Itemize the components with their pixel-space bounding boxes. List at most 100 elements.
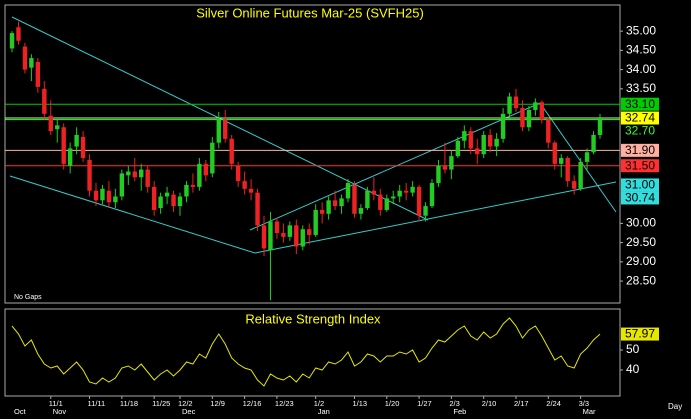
x-tick-label: 11/18 — [120, 399, 138, 408]
candle-body — [242, 181, 247, 189]
candle-body — [475, 148, 480, 155]
x-tick-label: 11/1 — [49, 399, 63, 408]
candle-body — [526, 109, 532, 128]
price-tag — [621, 191, 659, 205]
trend-line — [249, 102, 541, 231]
month-label: Dec — [182, 407, 196, 416]
candle-body — [378, 194, 383, 210]
price-tag-label: 32.70 — [625, 124, 655, 138]
candle-body — [151, 186, 157, 210]
price-tag — [621, 178, 659, 192]
candle-body — [423, 206, 428, 216]
month-label: Oct — [14, 407, 27, 416]
x-tick-label: 2/24 — [546, 399, 561, 408]
price-panel — [4, 4, 621, 304]
candle-body — [35, 61, 41, 87]
candle-body — [184, 184, 189, 197]
candle-body — [578, 161, 583, 189]
annotation: No Gaps — [14, 294, 42, 301]
rsi-tag-label: 57.97 — [625, 327, 655, 341]
month-label: Jan — [318, 407, 330, 416]
candle-body — [113, 196, 118, 203]
candle-body — [235, 165, 241, 182]
candle-body — [268, 221, 273, 251]
rsi-title: Relative Strength Index — [245, 311, 381, 326]
x-tick-label: 1/2 — [314, 399, 324, 408]
price-tag — [621, 97, 659, 111]
candle-body — [255, 192, 260, 226]
candle-body — [139, 169, 144, 178]
candle-body — [462, 131, 467, 141]
candle-body — [171, 194, 176, 207]
candle-body — [494, 138, 499, 147]
price-tag-label: 32.74 — [625, 111, 655, 125]
candle-body — [429, 183, 435, 207]
candle-body — [67, 148, 73, 166]
rsi-line — [11, 317, 601, 387]
candle-body — [597, 118, 603, 135]
candle-body — [546, 119, 551, 143]
month-label: Nov — [53, 407, 67, 416]
candle-body — [500, 113, 506, 139]
candle-body — [164, 192, 170, 197]
month-label: Mar — [583, 407, 596, 416]
candle-body — [300, 229, 305, 247]
price-tag-label: 31.90 — [625, 143, 655, 157]
x-tick-label: 11/25 — [152, 399, 170, 408]
candle-body — [307, 229, 312, 235]
trend-line — [254, 181, 617, 254]
candle-body — [48, 115, 53, 132]
candle-body — [507, 96, 512, 114]
candle-body — [468, 131, 473, 149]
candle-body — [397, 190, 402, 197]
candle-body — [416, 186, 422, 216]
candle-body — [403, 190, 409, 193]
candle-body — [352, 184, 357, 214]
candle-body — [287, 225, 293, 237]
candle-body — [384, 198, 389, 210]
candle-body — [145, 169, 150, 187]
x-tick-label: 3/3 — [579, 399, 589, 408]
candle-body — [533, 102, 538, 110]
candle-body — [132, 171, 137, 178]
candle-body — [197, 163, 202, 187]
x-axis-label: Day — [668, 402, 682, 411]
candle-body — [9, 33, 15, 49]
candle-body — [332, 200, 338, 207]
candle-body — [158, 196, 163, 209]
x-tick-label: 1/13 — [352, 399, 367, 408]
rsi-tick-label: 40 — [626, 362, 640, 376]
candle-body — [339, 198, 344, 207]
price-tag — [621, 124, 659, 138]
x-tick-label: 2/3 — [449, 399, 459, 408]
candle-body — [481, 134, 486, 155]
x-tick-label: 1/20 — [385, 399, 400, 408]
y-tick-label: 30.00 — [626, 216, 656, 230]
y-tick-label: 33.50 — [626, 81, 656, 95]
candle-body — [371, 190, 377, 195]
price-tag-label: 31.00 — [625, 178, 655, 192]
candle-body — [16, 27, 21, 41]
candle-body — [455, 140, 461, 157]
candle-body — [106, 190, 112, 203]
candle-body — [87, 159, 92, 191]
candle-body — [42, 88, 47, 114]
candle-body — [449, 156, 454, 170]
candle-body — [229, 138, 234, 164]
candle-body — [591, 134, 596, 153]
candle-body — [80, 136, 86, 159]
candle-body — [274, 221, 280, 234]
candle-body — [93, 190, 99, 201]
candle-body — [436, 165, 441, 184]
y-tick-label: 34.00 — [626, 62, 656, 76]
candle-body — [326, 200, 331, 214]
x-tick-label: 12/23 — [275, 399, 294, 408]
candle-body — [410, 186, 415, 193]
trend-line — [539, 102, 617, 213]
x-tick-label: 12/9 — [210, 399, 225, 408]
price-tag-label: 31.50 — [625, 158, 655, 172]
candle-body — [571, 181, 577, 189]
candle-body — [552, 142, 557, 164]
